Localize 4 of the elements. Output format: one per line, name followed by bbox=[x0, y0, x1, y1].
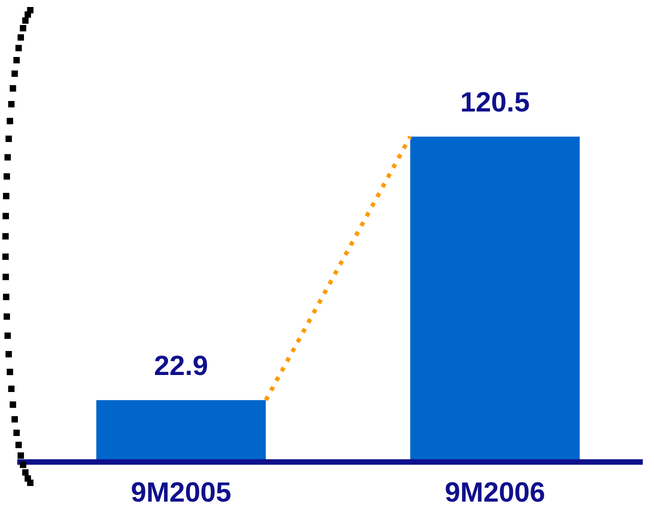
data-label: 120.5 bbox=[462, 92, 529, 112]
x-tick-label: 9M2005 bbox=[132, 482, 230, 502]
x-tick-label: 9M2006 bbox=[446, 482, 544, 502]
data-label: 22.9 bbox=[154, 356, 208, 376]
